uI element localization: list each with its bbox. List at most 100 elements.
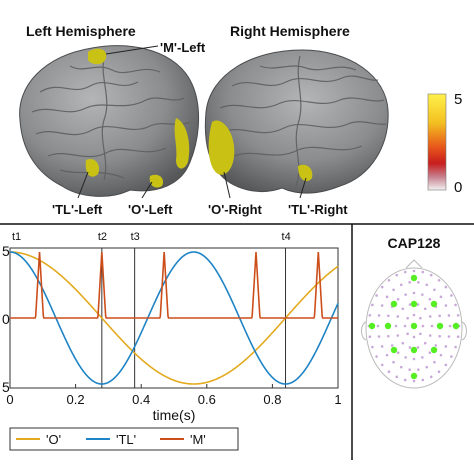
label-o-right: 'O'-Right xyxy=(208,202,263,217)
x-tick-label: 1 xyxy=(334,392,341,407)
eeg-sensor-highlighted xyxy=(384,322,392,330)
eeg-sensor xyxy=(404,356,407,359)
eeg-sensor xyxy=(387,334,390,338)
eeg-sensor-highlighted xyxy=(410,372,418,380)
eeg-sensor-highlighted xyxy=(452,322,460,330)
x-tick-label: 0.6 xyxy=(198,392,216,407)
eeg-sensor xyxy=(412,335,416,339)
eeg-sensor xyxy=(401,341,405,345)
left-activation-areas xyxy=(85,48,190,188)
eeg-sensor xyxy=(408,303,412,306)
eeg-sensor xyxy=(454,345,457,349)
eeg-sensor xyxy=(396,315,400,318)
left-hemisphere-title: Left Hemisphere xyxy=(26,23,136,39)
eeg-sensor xyxy=(408,368,411,371)
eeg-sensor-highlighted xyxy=(430,300,438,308)
legend-label-o: 'O' xyxy=(46,432,61,447)
eeg-sensor-highlighted xyxy=(390,346,398,354)
legend-label-tl: 'TL' xyxy=(116,432,136,447)
eeg-sensor xyxy=(399,365,403,369)
eeg-sensor xyxy=(417,281,420,284)
eeg-sensor xyxy=(401,307,405,311)
series-line-1 xyxy=(9,251,339,385)
eeg-sensor xyxy=(447,314,451,317)
time-marker-label-t1: t1 xyxy=(12,231,21,243)
eeg-sensor xyxy=(421,293,424,296)
eeg-sensor xyxy=(404,293,407,296)
eeg-sensor xyxy=(412,291,416,295)
y-label-middle: 0 xyxy=(2,311,10,327)
eeg-sensor xyxy=(380,345,384,348)
eeg-sensor xyxy=(439,295,443,299)
signal-chart: t1 t2 t3 t4 0 0.2 0.4 0.6 0.8 1 5 0 5 time(s) 'O… xyxy=(2,231,342,451)
eeg-sensor xyxy=(428,351,432,354)
label-m-left: 'M'-Left xyxy=(160,40,206,55)
eeg-sensor xyxy=(428,334,432,337)
eeg-sensor-highlighted xyxy=(410,300,418,308)
eeg-sensor xyxy=(368,313,372,317)
eeg-sensor-highlighted xyxy=(436,322,444,330)
eeg-sensor xyxy=(394,324,398,328)
colorbar xyxy=(427,93,447,191)
label-tl-left: 'TL'-Left xyxy=(52,202,103,217)
eeg-sensor xyxy=(412,357,416,361)
eeg-sensor-highlighted xyxy=(410,322,418,330)
eeg-sensor xyxy=(433,288,436,292)
eeg-sensor xyxy=(399,283,403,287)
time-marker-label-t2: t2 xyxy=(98,231,107,243)
eeg-sensor xyxy=(421,378,425,382)
eeg-sensor xyxy=(380,285,384,289)
eeg-sensor-highlighted xyxy=(430,346,438,354)
eeg-sensor xyxy=(423,307,427,311)
legend-label-m: 'M' xyxy=(190,432,206,447)
series-line-2 xyxy=(10,251,338,319)
label-o-left: 'O'-Left xyxy=(128,202,173,217)
eeg-sensor xyxy=(421,324,425,328)
x-tick-label: 0 xyxy=(6,392,13,407)
eeg-sensor xyxy=(425,283,429,287)
eeg-sensor xyxy=(375,355,378,358)
eeg-sensor xyxy=(380,304,384,307)
eeg-sensor xyxy=(385,295,389,299)
eeg-sensor xyxy=(395,273,399,277)
eeg-sensor xyxy=(438,334,441,338)
eeg-sensor xyxy=(454,303,457,307)
eeg-sensor xyxy=(430,324,434,328)
eeg-sensor xyxy=(429,375,433,379)
y-label-bottom: 5 xyxy=(2,379,10,395)
y-label-top: 5 xyxy=(2,243,10,259)
eeg-sensor xyxy=(371,345,374,349)
eeg-sensor xyxy=(456,335,460,339)
eeg-sensor xyxy=(419,316,422,320)
eeg-sensor xyxy=(375,294,378,297)
eeg-sensor xyxy=(412,313,416,317)
legend: 'O' 'TL' 'M' xyxy=(9,427,239,451)
eeg-sensor xyxy=(444,304,448,307)
eeg-sensor xyxy=(428,298,432,301)
eeg-sensor xyxy=(368,335,372,339)
eeg-sensor xyxy=(433,360,436,364)
eeg-sensor xyxy=(447,335,451,338)
left-hemisphere-brain xyxy=(19,45,199,197)
eeg-sensor xyxy=(448,324,452,328)
eeg-sensor-highlighted xyxy=(410,274,418,282)
x-tick-label: 0.2 xyxy=(67,392,85,407)
eeg-sensor xyxy=(450,294,453,297)
eeg-sensor xyxy=(444,285,448,289)
eeg-sensor xyxy=(387,278,391,282)
eeg-sensor xyxy=(417,368,420,371)
eeg-sensor xyxy=(403,378,407,382)
eeg-sensor xyxy=(444,363,448,367)
eeg-sensor xyxy=(376,324,380,328)
colorbar-max-label: 5 xyxy=(454,91,462,108)
eeg-sensor xyxy=(403,270,407,274)
eeg-sensor xyxy=(392,288,395,292)
colorbar-min-label: 0 xyxy=(454,179,462,196)
eeg-sensor xyxy=(396,298,400,301)
eeg-sensor xyxy=(439,353,443,357)
eeg-sensor xyxy=(444,345,448,348)
eeg-sensor xyxy=(438,314,441,318)
eeg-sensor xyxy=(380,363,384,367)
eeg-sensor xyxy=(437,370,441,374)
eeg-sensor xyxy=(412,269,416,273)
